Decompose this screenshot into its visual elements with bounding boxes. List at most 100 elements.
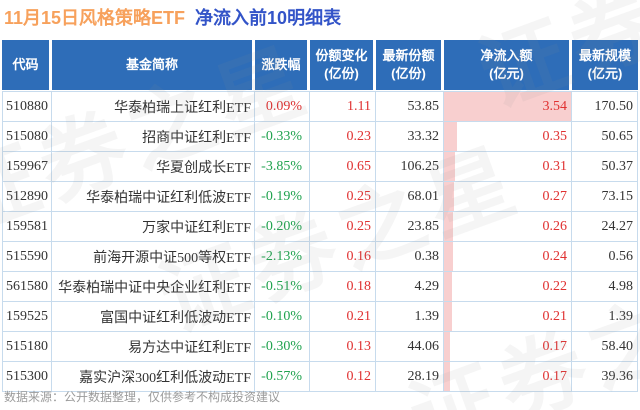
net-inflow-cell: 0.27 [444,182,572,211]
table-row: 515300 嘉实沪深300红利低波动ETF -0.57% 0.12 28.19 0.17… [2,362,638,392]
table-row: 515080 招商中证红利ETF -0.33% 0.23 33.32 0.35 50.65 [2,122,638,152]
net-inflow-bar [444,212,454,241]
code-cell: 159525 [2,302,52,331]
fund-name-cell: 前海开源中证500等权ETF [52,242,255,271]
page-title: 11月15日风格策略ETF 净流入前10明细表 [4,4,341,30]
share-change-cell: 0.21 [310,302,376,331]
net-inflow-cell: 3.54 [444,92,572,121]
code-cell: 561580 [2,272,52,301]
change-cell: -0.33% [255,122,310,151]
latest-scale-cell: 4.98 [572,272,638,301]
table-row: 512890 华泰柏瑞中证红利低波ETF -0.19% 0.25 68.01 0.27 73… [2,182,638,212]
net-inflow-value: 0.17 [542,338,568,354]
table-header-row: 代码 基金简称 涨跌幅 份额变化 (亿份) 最新份额 (亿份) 净流入额 (亿元… [2,40,638,90]
net-inflow-value: 3.54 [542,98,568,114]
share-change-cell: 0.23 [310,122,376,151]
net-inflow-value: 0.17 [542,368,568,384]
change-cell: -0.20% [255,212,310,241]
fund-name-cell: 万家中证红利ETF [52,212,255,241]
share-change-cell: 0.25 [310,212,376,241]
latest-share-cell: 33.32 [376,122,444,151]
latest-scale-cell: 170.50 [572,92,638,121]
fund-name-cell: 华泰柏瑞上证红利ETF [52,92,255,121]
fund-name-cell: 嘉实沪深300红利低波动ETF [52,362,255,391]
change-cell: -2.13% [255,242,310,271]
fund-name-cell: 招商中证红利ETF [52,122,255,151]
latest-share-cell: 44.06 [376,332,444,361]
share-change-cell: 0.12 [310,362,376,391]
net-inflow-value: 0.31 [542,158,568,174]
code-cell: 515590 [2,242,52,271]
share-change-cell: 0.13 [310,332,376,361]
net-inflow-value: 0.21 [542,308,568,324]
net-inflow-bar [444,182,454,211]
latest-scale-cell: 0.56 [572,242,638,271]
latest-share-cell: 23.85 [376,212,444,241]
code-cell: 515080 [2,122,52,151]
code-cell: 515300 [2,362,52,391]
table-row: 159525 富国中证红利低波动ETF -0.10% 0.21 1.39 0.21 1.39 [2,302,638,332]
latest-share-cell: 0.38 [376,242,444,271]
fund-name-cell: 易方达中证红利ETF [52,332,255,361]
table-row: 159581 万家中证红利ETF -0.20% 0.25 23.85 0.26 24.27 [2,212,638,242]
etf-table: 代码 基金简称 涨跌幅 份额变化 (亿份) 最新份额 (亿份) 净流入额 (亿元… [2,40,638,392]
latest-share-cell: 28.19 [376,362,444,391]
fund-name-cell: 华夏创成长ETF [52,152,255,181]
net-inflow-bar [444,242,453,271]
change-cell: -0.57% [255,362,310,391]
col-header-share-change: 份额变化 (亿份) [310,40,376,90]
latest-scale-cell: 1.39 [572,302,638,331]
net-inflow-cell: 0.21 [444,302,572,331]
latest-scale-cell: 39.36 [572,362,638,391]
latest-scale-cell: 50.65 [572,122,638,151]
net-inflow-bar [444,332,451,361]
share-change-cell: 0.18 [310,272,376,301]
code-cell: 515180 [2,332,52,361]
net-inflow-value: 0.27 [542,188,568,204]
col-header-change: 涨跌幅 [255,40,310,90]
net-inflow-cell: 0.24 [444,242,572,271]
change-cell: 0.09% [255,92,310,121]
change-cell: -0.30% [255,332,310,361]
col-header-net-inflow: 净流入额 (亿元) [444,40,572,90]
col-header-latest-scale: 最新规模 (亿元) [572,40,638,90]
table-row: 510880 华泰柏瑞上证红利ETF 0.09% 1.11 53.85 3.54 170.5… [2,92,638,122]
net-inflow-cell: 0.26 [444,212,572,241]
table-row: 515180 易方达中证红利ETF -0.30% 0.13 44.06 0.17 58.40 [2,332,638,362]
net-inflow-bar [444,92,571,121]
share-change-cell: 0.65 [310,152,376,181]
latest-share-cell: 106.25 [376,152,444,181]
title-subject: 净流入前10明细表 [195,8,342,28]
latest-share-cell: 4.29 [376,272,444,301]
data-source-note: 数据来源：公开数据整理，仅供参考不构成投资建议 [4,390,281,404]
net-inflow-cell: 0.17 [444,362,572,391]
code-cell: 159581 [2,212,52,241]
table-body: 510880 华泰柏瑞上证红利ETF 0.09% 1.11 53.85 3.54 170.5… [2,91,638,392]
net-inflow-cell: 0.22 [444,272,572,301]
net-inflow-value: 0.35 [542,128,568,144]
table-row: 159967 华夏创成长ETF -3.85% 0.65 106.25 0.31 50.37 [2,152,638,182]
latest-scale-cell: 24.27 [572,212,638,241]
latest-share-cell: 53.85 [376,92,444,121]
net-inflow-cell: 0.31 [444,152,572,181]
net-inflow-bar [444,152,456,181]
latest-scale-cell: 73.15 [572,182,638,211]
latest-share-cell: 1.39 [376,302,444,331]
net-inflow-bar [444,362,451,391]
share-change-cell: 0.25 [310,182,376,211]
col-header-fund-name: 基金简称 [52,40,255,90]
latest-scale-cell: 50.37 [572,152,638,181]
net-inflow-bar [444,272,452,301]
latest-scale-cell: 58.40 [572,332,638,361]
title-date-category: 11月15日风格策略ETF [4,8,186,28]
col-header-code: 代码 [2,40,52,90]
net-inflow-cell: 0.17 [444,332,572,361]
code-cell: 512890 [2,182,52,211]
change-cell: -0.10% [255,302,310,331]
net-inflow-bar [444,122,457,151]
change-cell: -3.85% [255,152,310,181]
latest-share-cell: 68.01 [376,182,444,211]
fund-name-cell: 华泰柏瑞中证红利低波ETF [52,182,255,211]
net-inflow-cell: 0.35 [444,122,572,151]
